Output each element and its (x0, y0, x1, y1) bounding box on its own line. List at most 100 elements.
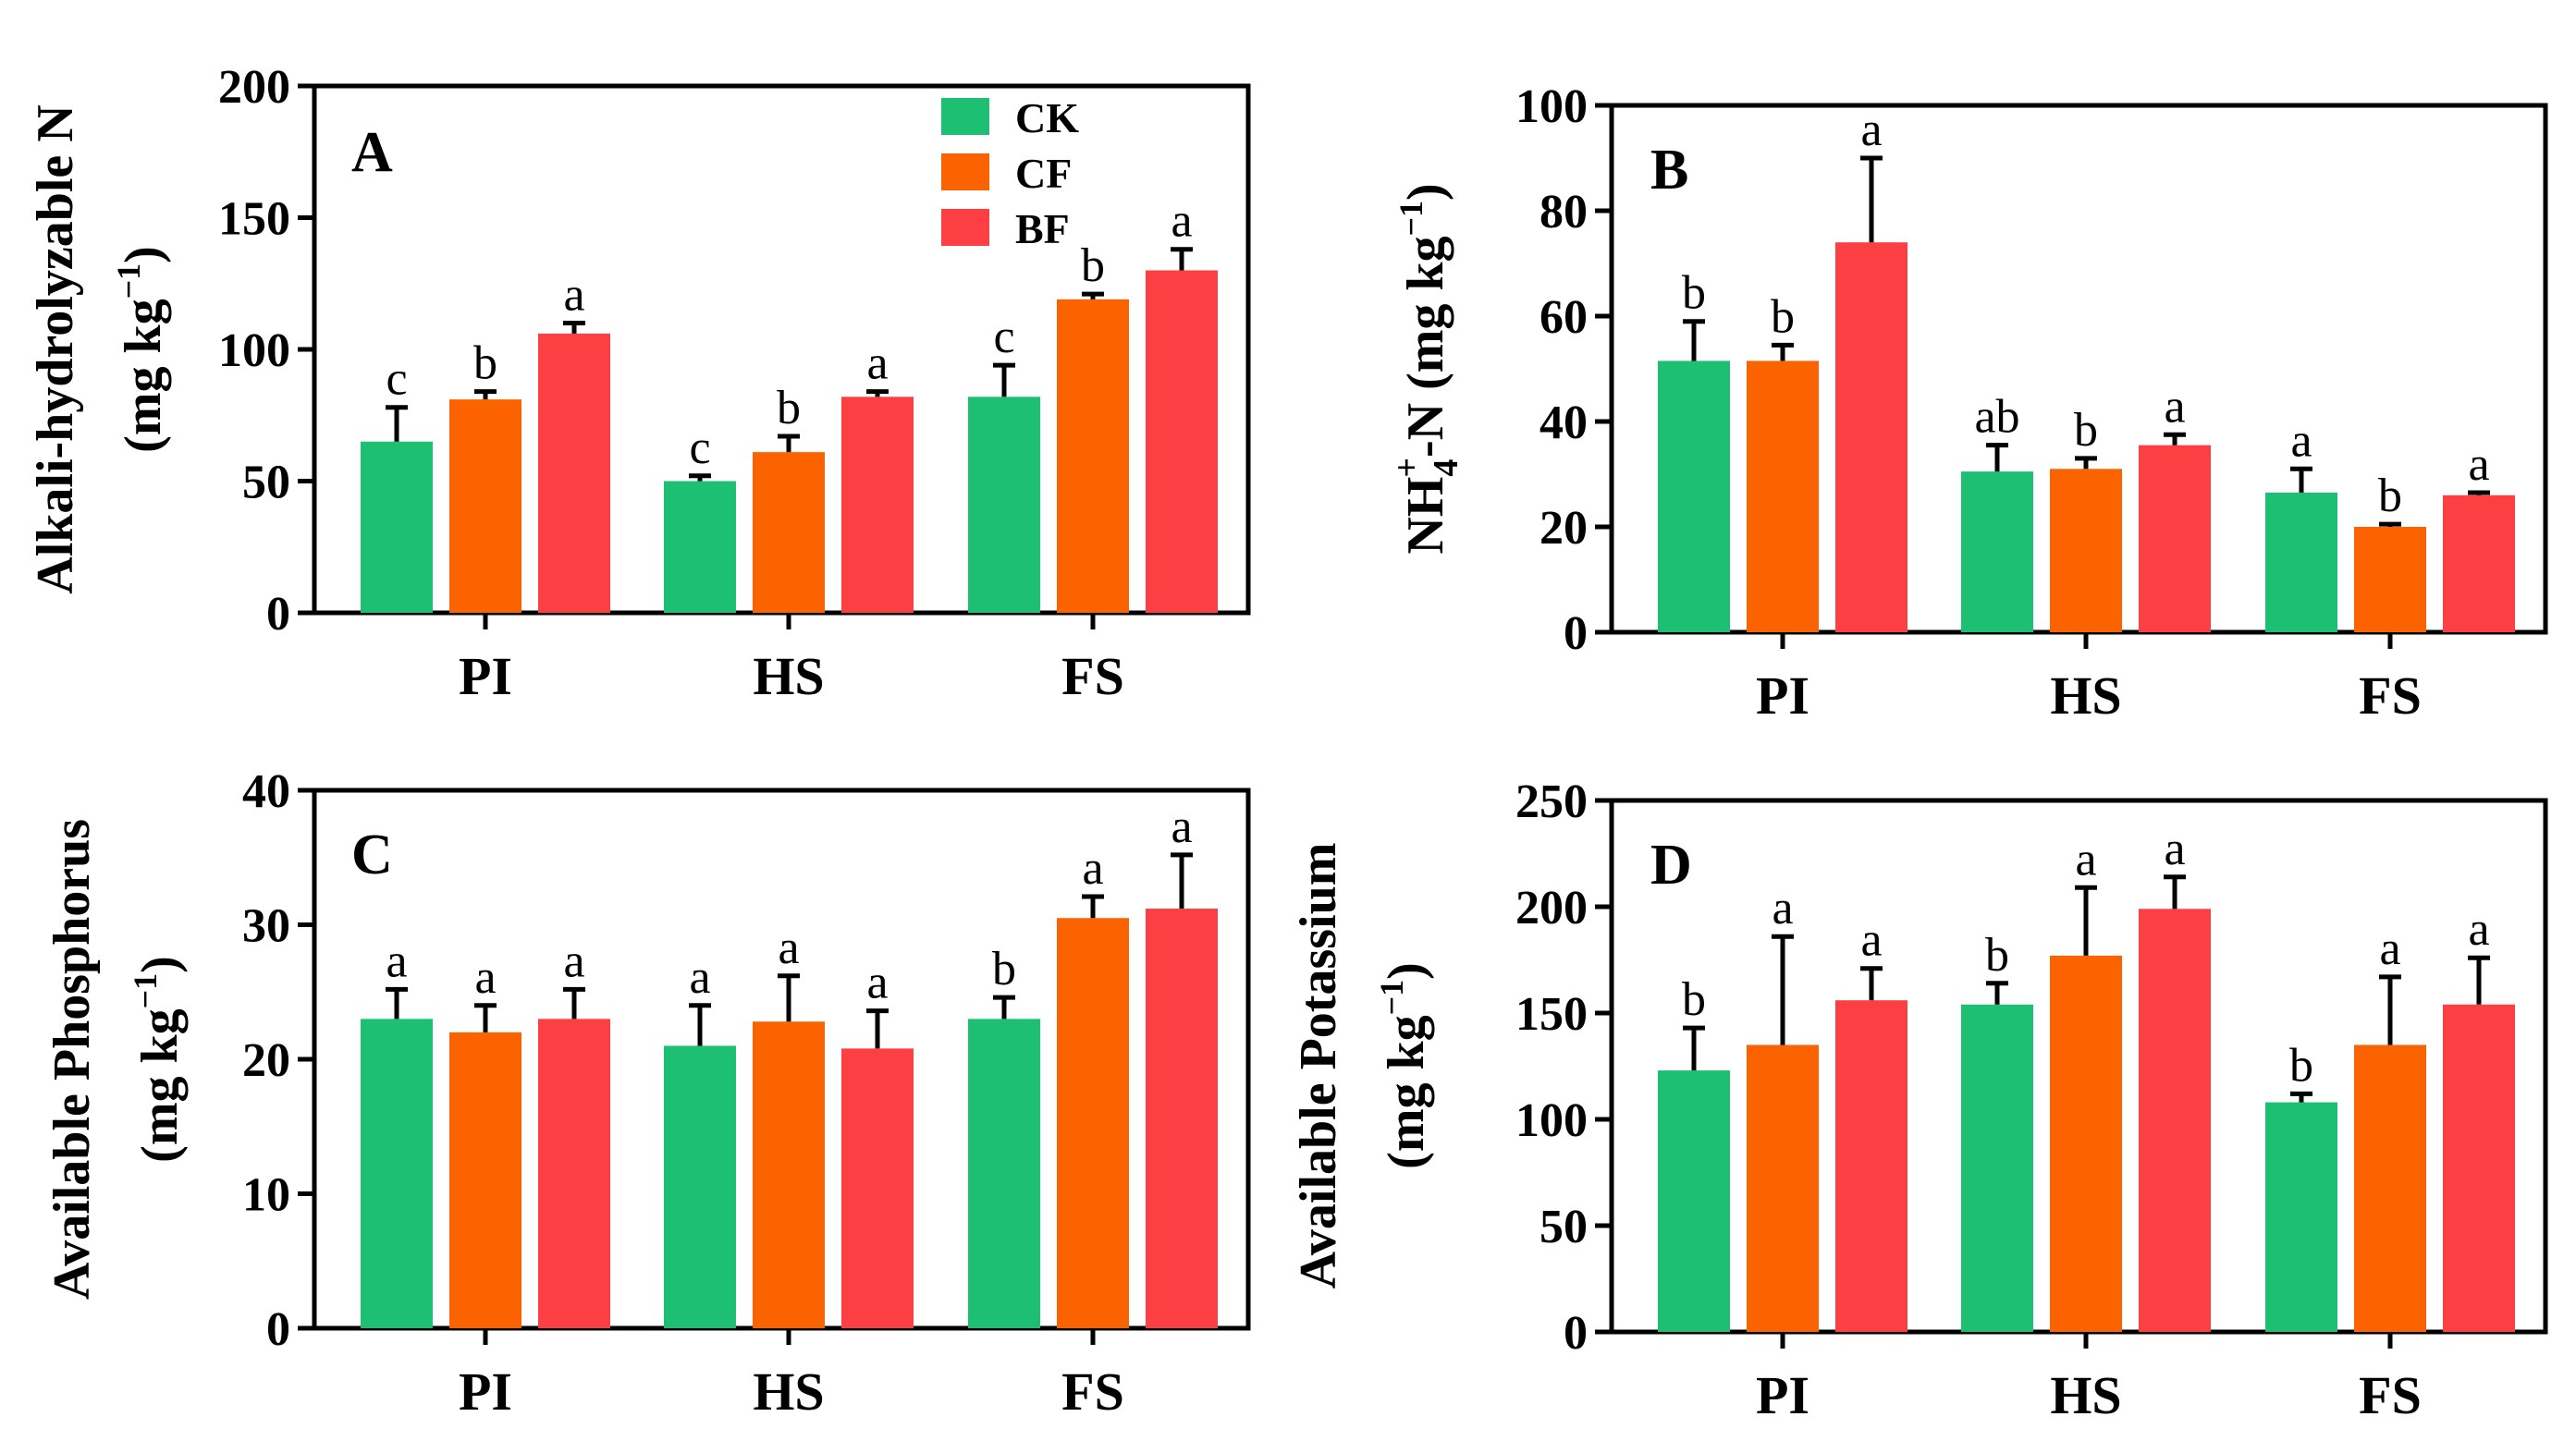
panel-letter-a: A (351, 121, 393, 184)
bar-cf-hs (2050, 955, 2122, 1332)
y-tick-label: 20 (1539, 502, 1588, 555)
bar-bf-fs (2443, 1004, 2515, 1332)
significance-letter: a (1082, 842, 1103, 895)
significance-letter: a (778, 922, 799, 974)
unit-suffix: ) (1378, 962, 1435, 980)
y-tick-label: 50 (1539, 1201, 1588, 1253)
legend-swatch-cf (941, 153, 989, 190)
significance-letter: b (1081, 239, 1105, 292)
bar-ck-fs (968, 397, 1040, 613)
significance-letter: ab (1974, 391, 2019, 444)
bar-cf-fs (2354, 1044, 2426, 1332)
significance-letter: b (2378, 470, 2402, 522)
nh-text: NH (1397, 477, 1454, 555)
bar-ck-pi (1658, 360, 1730, 632)
bar-cf-pi (1747, 1044, 1819, 1332)
significance-letter: a (2075, 833, 2096, 885)
bar-ck-hs (1961, 1004, 2033, 1332)
y-tick-label: 100 (218, 324, 290, 377)
unit-superscript: −1 (110, 263, 147, 299)
y-tick-label: 30 (242, 900, 290, 953)
bar-cf-fs (1057, 299, 1129, 613)
significance-letter: a (563, 934, 584, 987)
bar-bf-hs (841, 1048, 914, 1328)
bar-cf-pi (449, 1032, 521, 1328)
x-tick-label-pi: PI (459, 646, 512, 706)
y-axis-title-line2: (mg kg−1) (110, 246, 172, 453)
bars-layer: b b b a a a a a a (1658, 823, 2515, 1332)
y-tick-label: 40 (1539, 397, 1588, 449)
significance-letter: a (563, 269, 584, 322)
unit-suffix: ) (115, 246, 172, 263)
legend: CK CF BF (941, 94, 1079, 252)
significance-letter: b (2289, 1039, 2313, 1092)
unit-prefix: (mg kg (115, 299, 172, 452)
significance-letter: a (1860, 104, 1882, 156)
y-tick-label: 10 (242, 1169, 290, 1222)
unit-prefix: (mg kg (131, 1008, 189, 1162)
x-tick-label-fs: FS (2359, 1365, 2422, 1425)
bar-bf-pi (1835, 242, 1907, 632)
y-tick-label: 60 (1539, 291, 1588, 344)
significance-letter: a (1772, 882, 1793, 934)
unit-suffix: ) (1397, 183, 1454, 201)
y-axis-title: NH4+-N (mg kg−1) (1388, 183, 1466, 554)
y-axis-title: Available Phosphorus (mg kg−1) (43, 819, 189, 1300)
bar-bf-pi (1835, 1000, 1907, 1332)
bar-ck-fs (2265, 1102, 2337, 1332)
significance-letter: a (2164, 823, 2185, 875)
significance-letter: a (1171, 800, 1192, 853)
significance-letter: a (2468, 438, 2489, 491)
significance-letter: c (386, 353, 407, 406)
x-tick-label-hs: HS (753, 646, 824, 706)
bars-layer: a a b a a a a a a (361, 800, 1218, 1328)
legend-swatch-ck (941, 98, 989, 135)
bar-ck-pi (1658, 1070, 1730, 1332)
bar-ck-pi (361, 441, 433, 613)
bar-bf-fs (1146, 270, 1218, 613)
y-title-rest: -N (mg kg (1397, 236, 1454, 458)
significance-letter: a (1171, 195, 1192, 248)
significance-letter: b (992, 943, 1016, 995)
bar-cf-pi (449, 399, 521, 613)
bar-bf-fs (1146, 909, 1218, 1328)
bar-bf-hs (2139, 909, 2211, 1332)
y-axis-title: Alkali-hydrolyzable N (mg kg−1) (27, 104, 172, 593)
y-tick-label: 100 (1515, 80, 1588, 133)
y-tick-label: 50 (242, 457, 290, 509)
significance-letter: a (386, 934, 407, 987)
y-tick-label: 20 (242, 1034, 290, 1087)
significance-letter: a (1860, 914, 1882, 967)
legend-swatch-bf (941, 209, 989, 246)
y-axis-title-text: NH4+-N (mg kg−1) (1388, 183, 1466, 554)
bar-ck-fs (968, 1019, 1040, 1328)
panel-letter-c: C (351, 824, 393, 886)
axis-layer: 0 10 20 30 40 PI HS FS (242, 765, 1124, 1422)
panel-letter-d: D (1650, 834, 1692, 897)
significance-letter: b (473, 337, 497, 390)
y-tick-label: 40 (242, 765, 290, 818)
bar-cf-fs (2354, 527, 2426, 632)
bar-bf-hs (841, 397, 914, 613)
bar-bf-fs (2443, 495, 2515, 632)
bar-ck-pi (361, 1019, 433, 1328)
bar-bf-pi (538, 333, 610, 613)
x-tick-label-pi: PI (459, 1362, 512, 1422)
significance-letter: b (1771, 290, 1795, 343)
bar-cf-hs (753, 1021, 825, 1328)
significance-letter: c (689, 421, 710, 474)
significance-letter: b (2074, 404, 2098, 457)
significance-letter: a (866, 337, 888, 390)
axis-layer: 0 20 40 60 80 100 PI HS FS (1515, 80, 2422, 726)
significance-letter: a (2468, 903, 2489, 956)
bar-bf-pi (538, 1019, 610, 1328)
significance-letter: c (993, 311, 1014, 363)
y-tick-label: 150 (1515, 988, 1588, 1041)
panel-a: 0 50 100 150 200 PI HS FS c c c b b b a a a A Alkali-hy… (27, 61, 1251, 706)
bar-ck-hs (664, 1045, 736, 1328)
y-tick-label: 150 (218, 193, 290, 246)
x-tick-label-fs: FS (1061, 646, 1124, 706)
